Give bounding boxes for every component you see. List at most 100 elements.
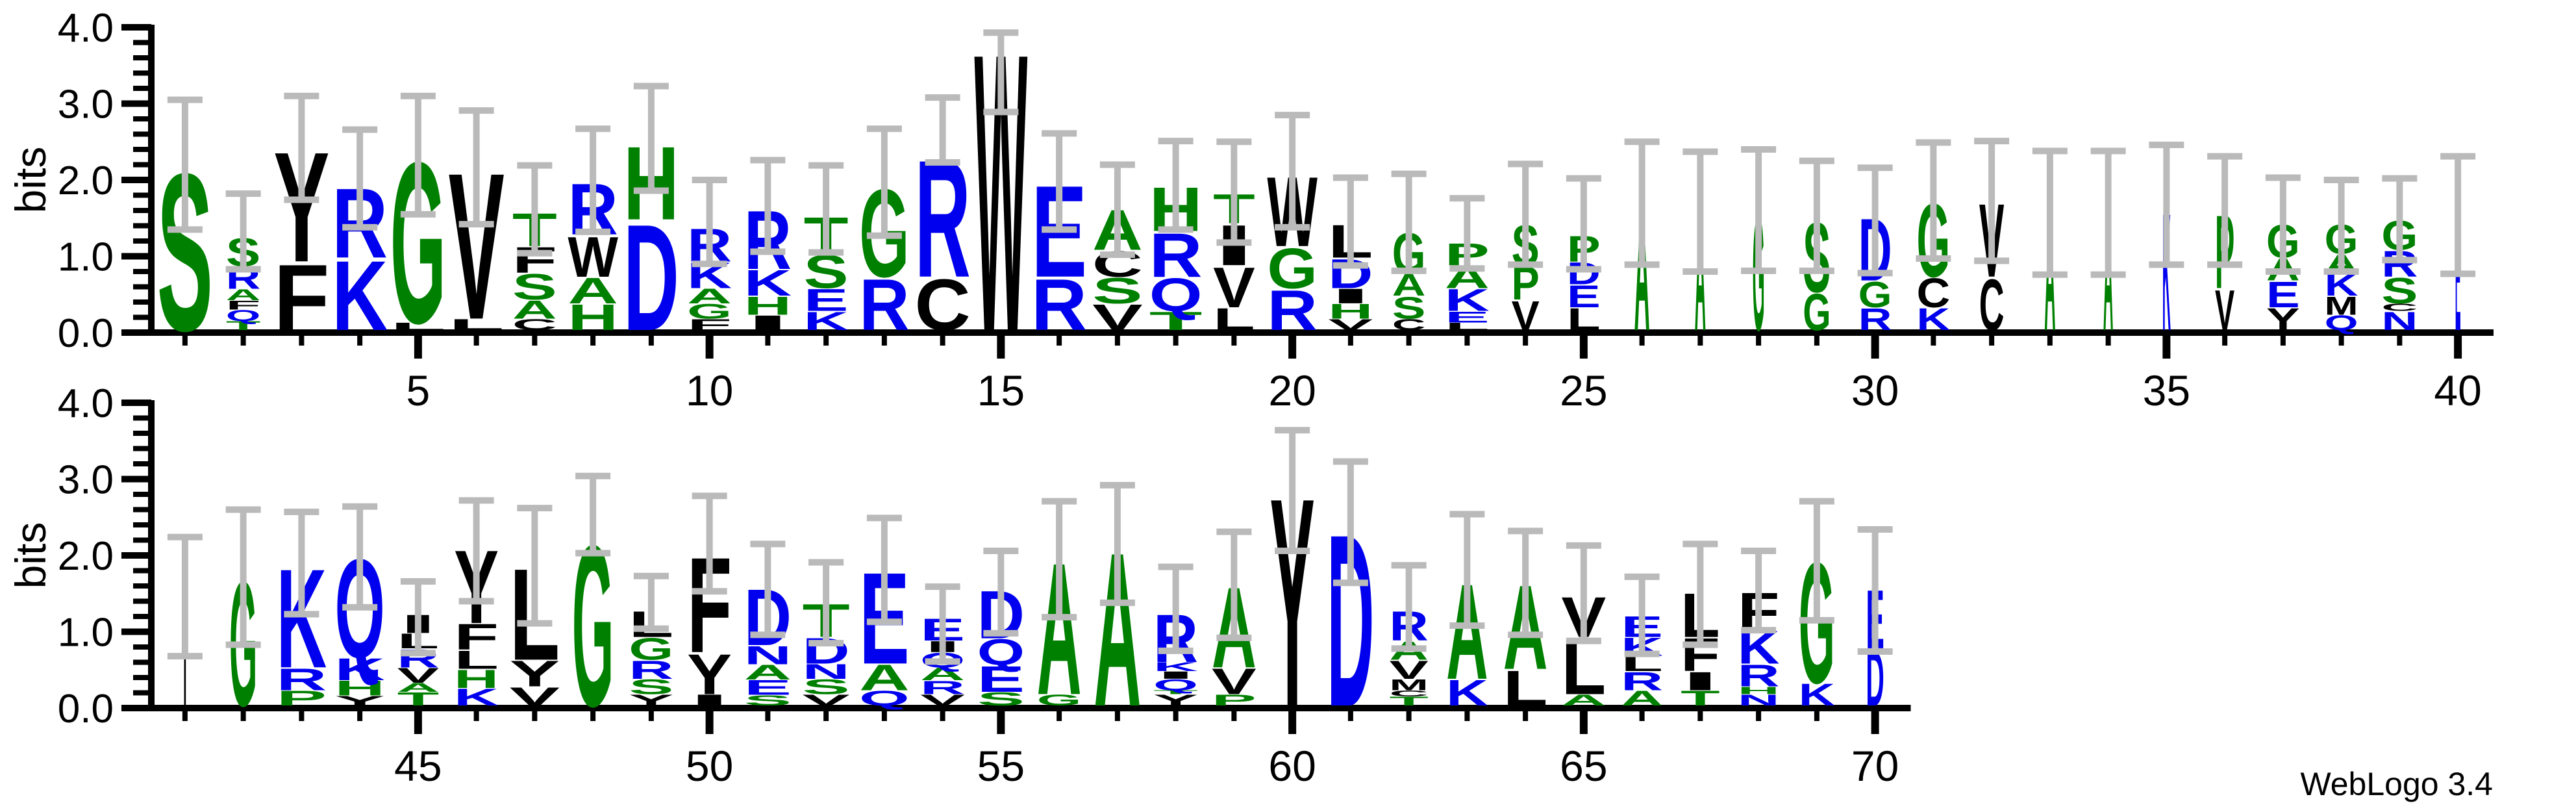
residue-R-16: R xyxy=(1031,264,1087,346)
error-bar-pos-1 xyxy=(167,96,203,233)
stack-pos-61: D xyxy=(1327,458,1374,758)
residue-F-46: F xyxy=(454,617,499,657)
residue-A-7: A xyxy=(512,295,557,324)
error-bar-pos-48 xyxy=(575,472,611,557)
error-bar-pos-36 xyxy=(2207,153,2243,268)
residue-A-8: A xyxy=(568,271,618,311)
error-bar-pos-66 xyxy=(1624,573,1660,657)
residue-A-45: A xyxy=(397,681,440,694)
residue-G-30: G xyxy=(1858,275,1892,315)
residue-R-43: R xyxy=(277,662,327,697)
residue-A-51: A xyxy=(744,661,792,684)
error-bar-pos-55 xyxy=(983,547,1019,637)
error-bar-pos-33 xyxy=(2032,147,2068,278)
residue-I-21: I xyxy=(1328,285,1373,308)
error-bar-pos-14 xyxy=(925,94,960,166)
stack-pos-49: YSRGL xyxy=(629,572,673,721)
y-tick-label: 1.0 xyxy=(58,611,114,655)
error-bar-pos-4 xyxy=(342,126,378,231)
residue-V-59: V xyxy=(1212,661,1257,702)
y-tick-label: 2.0 xyxy=(58,534,114,579)
stack-pos-2: TQFARS xyxy=(225,190,261,346)
error-bar-pos-18 xyxy=(1158,138,1194,233)
residue-V-45: V xyxy=(397,664,440,687)
stack-pos-59: PVA xyxy=(1212,528,1257,721)
stack-pos-33: A xyxy=(2032,147,2068,365)
residue-G-29: G xyxy=(1803,283,1831,342)
error-bar-pos-54 xyxy=(925,583,960,665)
stack-pos-23: LEKAP xyxy=(1445,195,1490,346)
residue-K-44: K xyxy=(334,652,385,687)
stack-pos-21: VHIDL xyxy=(1328,174,1373,346)
residue-Q-55: Q xyxy=(977,633,1025,673)
logo-row-1: 0.01.02.03.04.0bitsSTQFARSFYKR5LGLVCASFT… xyxy=(6,0,2494,414)
x-tick-label: 5 xyxy=(406,366,431,414)
x-tick-label: 20 xyxy=(1268,366,1316,414)
residue-E-23: E xyxy=(1445,309,1490,326)
residue-Y-47: Y xyxy=(510,654,560,694)
residue-V-17: V xyxy=(1092,298,1143,338)
x-tick-label: 65 xyxy=(1560,742,1607,790)
residue-N-68: N xyxy=(1738,691,1780,709)
error-bar-pos-7 xyxy=(517,162,553,257)
error-bar-pos-3 xyxy=(284,92,319,203)
residue-R-30: R xyxy=(1858,301,1892,336)
y-tick-label: 4.0 xyxy=(58,6,114,51)
stack-pos-40: 40E xyxy=(2434,153,2482,414)
stack-pos-64: LA xyxy=(1503,527,1548,721)
x-tick-label: 60 xyxy=(1268,742,1316,790)
residue-V-52: V xyxy=(803,691,851,709)
residue-S-17: S xyxy=(1092,271,1143,311)
error-bar-pos-46 xyxy=(458,497,494,605)
stack-pos-53: QAE xyxy=(859,514,910,721)
stack-pos-38: QMKAG xyxy=(2323,177,2359,346)
residue-H-11: H xyxy=(744,292,792,321)
residue-A-2: A xyxy=(226,286,260,304)
residue-K-12: K xyxy=(804,307,849,336)
stack-pos-62: TCMVAR xyxy=(1389,562,1429,721)
error-bar-pos-61 xyxy=(1332,458,1368,587)
residue-T-58: T xyxy=(1153,689,1198,695)
residue-K-4: K xyxy=(332,241,388,351)
residue-H-46: H xyxy=(454,665,499,694)
error-bar-pos-11 xyxy=(750,157,786,255)
residue-K-11: K xyxy=(744,263,792,303)
residue-S-22: S xyxy=(1392,290,1426,325)
residue-P-43: P xyxy=(277,687,327,710)
residue-S-51: S xyxy=(744,692,792,709)
stack-pos-20: 20RGW xyxy=(1267,112,1318,414)
x-tick-label: 10 xyxy=(686,366,733,414)
residue-I-58: I xyxy=(1153,669,1198,681)
residue-C-39: C xyxy=(2381,301,2418,313)
residue-Q-38: Q xyxy=(2325,311,2358,335)
error-bar-pos-50 xyxy=(692,492,727,595)
stack-pos-46: KHLFY xyxy=(454,497,499,721)
residue-E-12: E xyxy=(804,283,849,318)
stack-pos-54: VRAQIE xyxy=(920,583,966,721)
residue-R-13: R xyxy=(859,264,910,346)
residue-T-2: T xyxy=(226,319,260,333)
residue-Y-58: Y xyxy=(1153,691,1198,709)
error-bar-pos-57 xyxy=(1099,481,1135,606)
stack-pos-13: RG xyxy=(859,125,910,346)
residue-E-51: E xyxy=(744,676,792,700)
residue-E-55: E xyxy=(977,659,1025,700)
stack-pos-3: FY xyxy=(273,92,329,350)
residue-Q-18: Q xyxy=(1149,268,1203,321)
residue-L-23: L xyxy=(1445,321,1490,333)
residue-L-19: L xyxy=(1213,301,1255,336)
residue-L-5: L xyxy=(390,321,446,333)
stack-pos-19: LVIT xyxy=(1213,138,1255,346)
error-bar-pos-32 xyxy=(1974,138,2010,264)
stack-pos-57: A xyxy=(1094,481,1141,752)
residue-R-20: R xyxy=(1267,279,1318,342)
error-bar-pos-16 xyxy=(1042,130,1077,233)
residue-K-46: K xyxy=(454,684,499,711)
x-tick-label: 15 xyxy=(977,366,1025,414)
residue-P-59: P xyxy=(1212,691,1257,709)
error-bar-pos-40 xyxy=(2440,153,2476,277)
stack-pos-39: NCSRG xyxy=(2381,175,2418,346)
residue-L-64: L xyxy=(1503,660,1548,716)
residue-R-49: R xyxy=(629,655,673,685)
